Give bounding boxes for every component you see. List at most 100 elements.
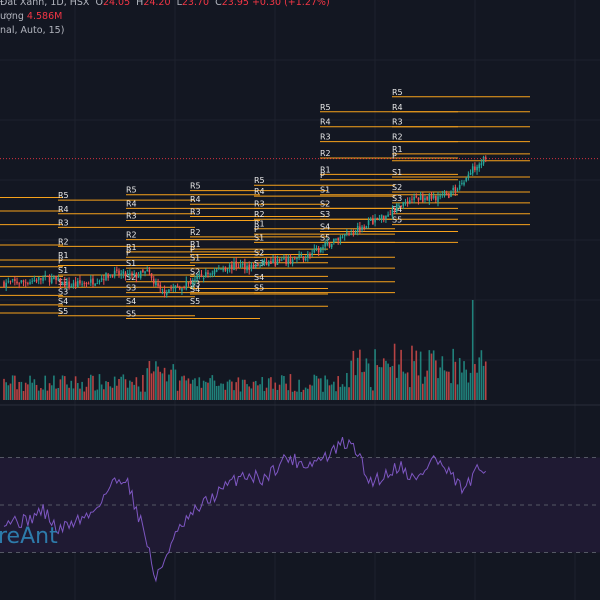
volume-bar-121	[265, 387, 268, 400]
volume-bar-142	[311, 385, 313, 400]
candle-body-183	[400, 206, 402, 208]
volume-bar-134	[293, 390, 296, 400]
pivot-5-R2-label: R2	[320, 149, 331, 158]
candle-body-211	[461, 183, 463, 184]
pivot-legend: nal, Auto, 15)	[0, 25, 64, 36]
candle-body-220	[480, 163, 483, 166]
candle-body-175	[382, 215, 385, 221]
candle-body-26	[59, 278, 62, 285]
candle-body-222	[484, 157, 487, 159]
volume-bar-171	[374, 349, 376, 400]
candle-body-73	[161, 289, 164, 290]
candle-body-153	[335, 238, 337, 240]
candle-body-53	[118, 270, 120, 276]
volume-bar-136	[298, 379, 300, 400]
candle-body-45	[100, 278, 103, 281]
pivot-5-S2-label: S2	[320, 199, 330, 208]
volume-bar-177	[387, 363, 389, 400]
candle-body-146	[320, 247, 322, 252]
candle-body-27	[61, 281, 64, 285]
volume-bar-163	[356, 357, 359, 400]
volume-bar-39	[87, 378, 90, 400]
volume-bar-189	[413, 361, 415, 400]
volume-bar-175	[382, 358, 385, 400]
candle-body-4	[11, 279, 14, 281]
volume-bar-207	[452, 348, 454, 400]
candle-body-57	[126, 273, 129, 275]
candle-body-217	[474, 166, 476, 171]
pivot-3-R3-label: R3	[190, 207, 201, 216]
candle-body-186	[406, 201, 409, 204]
candle-body-91	[200, 273, 203, 277]
volume-bar-1	[5, 382, 7, 400]
volume-bar-60	[133, 384, 135, 400]
candle-body-37	[83, 282, 86, 284]
candle-body-150	[328, 242, 331, 247]
volume-bar-52	[116, 385, 118, 400]
volume-bar-165	[361, 372, 363, 400]
volume-bar-77	[170, 369, 172, 400]
pivot-2-R5-label: R5	[126, 186, 137, 195]
candle-body-88	[194, 279, 196, 281]
volume-bar-174	[380, 367, 383, 400]
volume-bar-211	[461, 372, 463, 400]
volume-bar-56	[124, 379, 127, 400]
pivot-4-P-label: P	[254, 225, 259, 234]
pivot-3-S1-label: S1	[190, 254, 200, 263]
volume-bar-12	[29, 375, 31, 400]
volume-bar-124	[272, 388, 274, 400]
volume-bar-104	[228, 379, 231, 400]
volume-bar-161	[352, 350, 355, 400]
pivot-2-S5-label: S5	[126, 309, 136, 318]
candle-body-196	[428, 194, 431, 201]
candle-body-71	[157, 283, 159, 286]
candle-body-61	[135, 273, 138, 278]
candle-body-128	[280, 259, 283, 261]
candle-body-3	[9, 280, 12, 282]
volume-bar-7	[18, 381, 20, 400]
volume-bar-114	[250, 388, 253, 400]
volume-bar-155	[339, 386, 342, 400]
candle-body-70	[155, 281, 157, 286]
candle-body-151	[330, 243, 333, 248]
candle-body-39	[87, 283, 90, 285]
candle-body-42	[94, 283, 96, 286]
candle-body-125	[274, 257, 277, 266]
candle-body-67	[148, 269, 151, 273]
volume-bar-10	[24, 382, 27, 400]
volume-bar-99	[218, 385, 220, 400]
pivot-1-R4-label: R4	[58, 205, 69, 214]
volume-label: ượng	[0, 11, 24, 22]
rsi-pane	[0, 436, 600, 583]
volume-bar-191	[417, 375, 420, 400]
candle-body-215	[469, 173, 472, 175]
candle-body-52	[116, 269, 118, 271]
volume-bar-49	[109, 386, 112, 400]
volume-bar-33	[74, 376, 77, 400]
candle-body-84	[185, 281, 188, 290]
volume-bar-152	[333, 381, 335, 400]
candle-body-138	[302, 256, 305, 260]
volume-bar-140	[307, 388, 309, 400]
volume-bar-19	[44, 375, 47, 400]
candle-body-41	[92, 278, 94, 285]
volume-bar-173	[378, 367, 381, 400]
candle-body-82	[181, 288, 183, 291]
volume-bar-51	[113, 376, 116, 400]
candle-body-167	[365, 226, 368, 229]
candle-body-201	[439, 195, 441, 197]
volume-bar-221	[482, 365, 485, 400]
pivot-1-R5-label: R5	[58, 191, 69, 200]
volume-bar-92	[202, 380, 205, 400]
volume-bar-101	[222, 383, 224, 400]
candle-body-120	[263, 260, 266, 264]
volume-bar-3	[9, 383, 12, 400]
volume-bar-198	[432, 350, 435, 400]
candle-body-112	[246, 265, 248, 271]
candle-body-182	[398, 204, 400, 206]
candle-body-214	[467, 174, 470, 179]
pivot-2-R3-label: R3	[126, 212, 137, 221]
volume-bar-126	[276, 389, 279, 400]
candle-body-139	[304, 258, 307, 261]
